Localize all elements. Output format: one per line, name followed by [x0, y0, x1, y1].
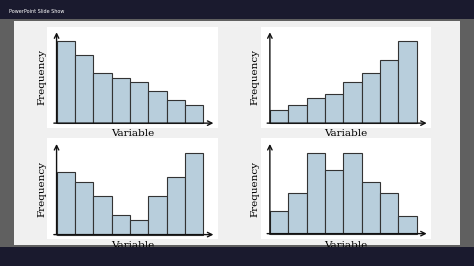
Bar	[325, 170, 343, 234]
Bar	[148, 91, 167, 123]
Bar	[380, 60, 398, 123]
Bar	[398, 216, 417, 234]
Bar	[398, 41, 417, 123]
Bar	[185, 153, 203, 235]
X-axis label: Variable: Variable	[111, 241, 155, 250]
Y-axis label: Frequency: Frequency	[250, 49, 259, 105]
Bar	[93, 73, 111, 123]
Bar	[343, 82, 362, 123]
Bar	[307, 153, 325, 234]
Bar	[93, 196, 111, 235]
Bar	[185, 105, 203, 123]
X-axis label: Variable: Variable	[324, 129, 368, 138]
Bar	[75, 55, 93, 123]
Y-axis label: Frequency: Frequency	[37, 49, 46, 105]
Bar	[111, 215, 130, 235]
Bar	[307, 98, 325, 123]
Bar	[56, 41, 75, 123]
Y-axis label: Frequency: Frequency	[37, 161, 46, 217]
Bar	[130, 82, 148, 123]
Bar	[362, 73, 380, 123]
Text: PowerPoint Slide Show: PowerPoint Slide Show	[9, 9, 65, 14]
Bar	[56, 172, 75, 235]
Bar	[288, 105, 307, 123]
Bar	[380, 193, 398, 234]
Bar	[288, 193, 307, 234]
Bar	[362, 182, 380, 234]
X-axis label: Variable: Variable	[324, 241, 368, 250]
Bar	[148, 196, 167, 235]
Bar	[111, 78, 130, 123]
Bar	[270, 211, 288, 234]
Bar	[325, 94, 343, 123]
Bar	[270, 110, 288, 123]
Bar	[167, 177, 185, 235]
Bar	[167, 100, 185, 123]
Bar	[343, 153, 362, 234]
Y-axis label: Frequency: Frequency	[250, 161, 259, 217]
Bar	[75, 182, 93, 235]
X-axis label: Variable: Variable	[111, 129, 155, 138]
Bar	[130, 220, 148, 235]
